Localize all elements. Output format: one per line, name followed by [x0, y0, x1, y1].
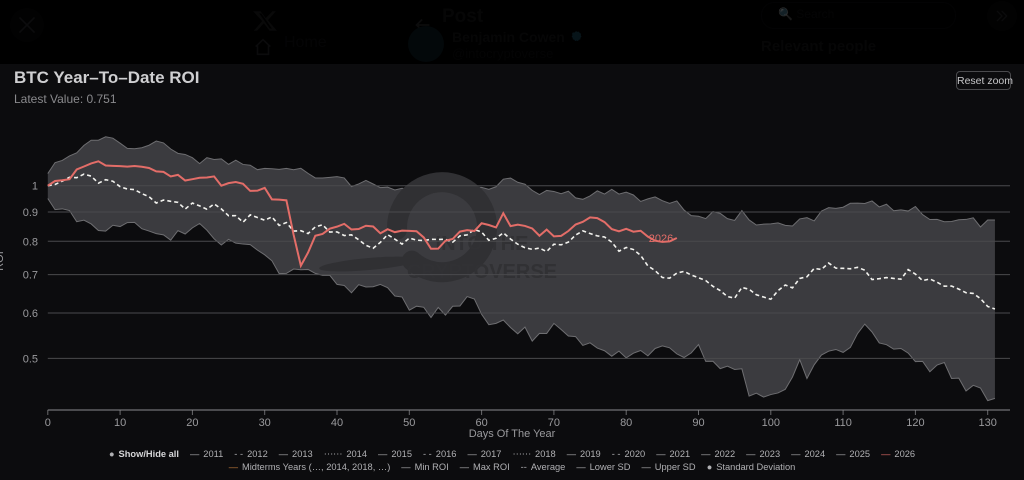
- svg-text:CRYPTOVERSE: CRYPTOVERSE: [407, 261, 557, 283]
- svg-text:2026: 2026: [649, 233, 673, 245]
- svg-text:INTO THE: INTO THE: [436, 233, 529, 255]
- svg-text:0.5: 0.5: [23, 353, 38, 365]
- svg-text:0.8: 0.8: [23, 236, 38, 248]
- svg-text:0.6: 0.6: [23, 308, 38, 320]
- svg-text:0.7: 0.7: [23, 270, 38, 282]
- svg-text:1: 1: [32, 181, 38, 193]
- svg-text:0.9: 0.9: [23, 207, 38, 219]
